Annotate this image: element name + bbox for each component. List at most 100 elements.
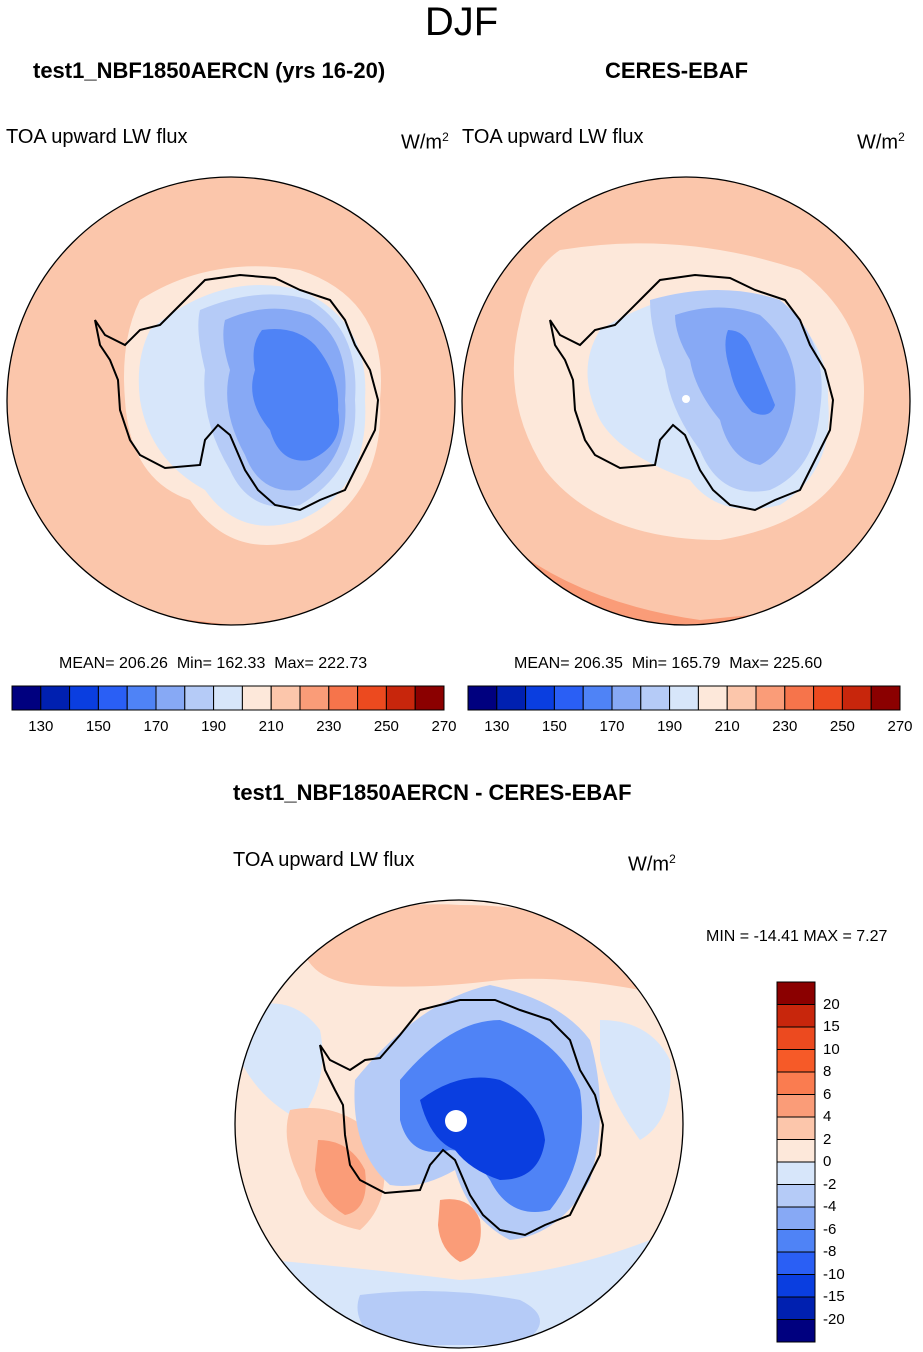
obs-colorbar-tick-label: 150 [541,718,567,735]
model-map-border [6,176,456,626]
model-colorbar-swatch [213,685,243,711]
model-colorbar-tick-label: 270 [431,718,457,735]
obs-colorbar-tick-label: 210 [714,718,740,735]
diff-cool-south-mid [357,1291,540,1345]
obs-colorbar-tick-label: 130 [484,718,510,735]
model-colorbar-swatch [155,685,186,711]
model-coastline [94,273,380,512]
diff-colorbar [776,981,816,1343]
diff-pole-hole [445,1110,467,1132]
diff-minmax: MIN = -14.41 MAX = 7.27 [706,928,888,945]
diff-colorbar-swatch [776,1296,816,1320]
model-colorbar-ticks: 130 150 170 190 210 230 250 270 [12,718,456,738]
diff-colorbar-tick-label: -20 [823,1310,845,1328]
obs-colorbar-swatch [755,685,786,711]
model-colorbar-tick-label: 170 [143,718,169,735]
obs-colorbar [467,685,901,711]
diff-colorbar-tick-label: 8 [823,1063,832,1080]
model-colorbar-swatch [11,685,42,711]
diff-colorbar-swatch [776,1274,816,1298]
model-colorbar-swatch [385,685,416,711]
obs-plateau-core [725,330,775,415]
model-variable-label: TOA upward LW flux [6,126,188,148]
diff-colorbar-swatch [776,981,816,1005]
diff-colorbar-swatch [776,1229,816,1253]
diff-coastline [319,999,605,1237]
diff-colorbar-tick-label: 20 [823,995,840,1013]
diff-colorbar-tick-label: 4 [823,1108,832,1125]
diff-colorbar-tick-label: -6 [823,1220,837,1238]
diff-warm-ross [438,1199,481,1262]
diff-colorbar-tick-label: -15 [823,1288,845,1305]
obs-colorbar-tick-label: 250 [829,718,855,735]
model-colorbar-tick-label: 230 [316,718,342,735]
obs-map-border [461,176,911,626]
diff-colorbar-tick-label: -10 [823,1265,845,1283]
diff-colorbar-swatch [776,1161,816,1185]
diff-colorbar-swatch [776,1251,816,1275]
obs-coastline [549,273,835,512]
diff-colorbar-tick-label: 0 [823,1153,832,1170]
model-colorbar-tick-label: 250 [373,718,399,735]
diff-colorbar-swatch [776,1319,816,1343]
model-stats: MEAN= 206.26 Min= 162.33 Max= 222.73 [59,655,368,672]
obs-colorbar-swatch [525,685,555,711]
model-units-label: W/m2 [401,130,449,154]
diff-panel-title: test1_NBF1850AERCN - CERES-EBAF [233,780,632,805]
diff-colorbar-tick-label: 15 [823,1018,840,1035]
diff-colorbar-ticks: 20 15 10 8 6 4 2 0 -2 -4 -6 -8 -10 -15 -20 [823,982,883,1342]
model-colorbar-tick-label: 210 [258,718,284,735]
diff-cool-west [240,1003,323,1120]
obs-pole-hole [682,395,690,403]
model-colorbar-tick-label: 150 [85,718,111,735]
diff-units-label: W/m2 [628,852,676,876]
diff-colorbar-swatch [776,1071,816,1095]
diff-colorbar-swatch [776,1004,816,1028]
model-colorbar-swatch [241,685,272,711]
obs-colorbar-swatch [813,685,843,711]
obs-colorbar-ticks: 130 150 170 190 210 230 250 270 [468,718,912,738]
obs-colorbar-swatch [841,685,872,711]
diff-colorbar-tick-label: -4 [823,1198,837,1215]
diff-map-border [234,899,684,1349]
obs-colorbar-tick-label: 230 [772,718,798,735]
diff-colorbar-swatch [776,1094,816,1118]
diff-variable-label: TOA upward LW flux [233,849,415,871]
diff-colorbar-tick-label: -2 [823,1175,837,1193]
obs-colorbar-swatch [640,685,671,711]
obs-panel-title: CERES-EBAF [605,58,749,83]
diff-colorbar-swatch [776,1026,816,1050]
model-colorbar-swatch [328,685,359,711]
obs-units-label: W/m2 [857,130,905,154]
obs-variable-label: TOA upward LW flux [462,126,644,148]
diff-colorbar-swatch [776,1139,816,1163]
figure-title: DJF [424,0,499,44]
diff-colorbar-swatch [776,1184,816,1208]
model-colorbar-tick-label: 190 [201,718,227,735]
diff-antarctica-core [420,1077,545,1180]
obs-colorbar-swatch [582,685,613,711]
model-panel-title: test1_NBF1850AERCN (yrs 16-20) [33,58,386,83]
obs-stats: MEAN= 206.35 Min= 165.79 Max= 225.60 [514,655,823,672]
model-colorbar-swatch [414,685,445,711]
model-colorbar-swatch [97,685,128,711]
diff-colorbar-tick-label: 10 [823,1040,840,1058]
diff-colorbar-tick-label: 6 [823,1085,832,1103]
diff-cool-east [600,1020,671,1140]
model-colorbar-swatch [299,685,330,711]
diff-colorbar-swatch [776,1206,816,1230]
obs-colorbar-tick-label: 170 [599,718,625,735]
obs-colorbar-tick-label: 270 [887,718,913,735]
diff-colorbar-tick-label: 2 [823,1130,832,1148]
diff-colorbar-swatch [776,1049,816,1073]
diff-warm-north [300,904,640,990]
model-colorbar [11,685,445,711]
obs-colorbar-swatch [870,685,901,711]
diff-warm-weddell-core [315,1140,366,1215]
obs-colorbar-swatch [697,685,728,711]
obs-colorbar-swatch [467,685,498,711]
model-colorbar-tick-label: 130 [28,718,54,735]
